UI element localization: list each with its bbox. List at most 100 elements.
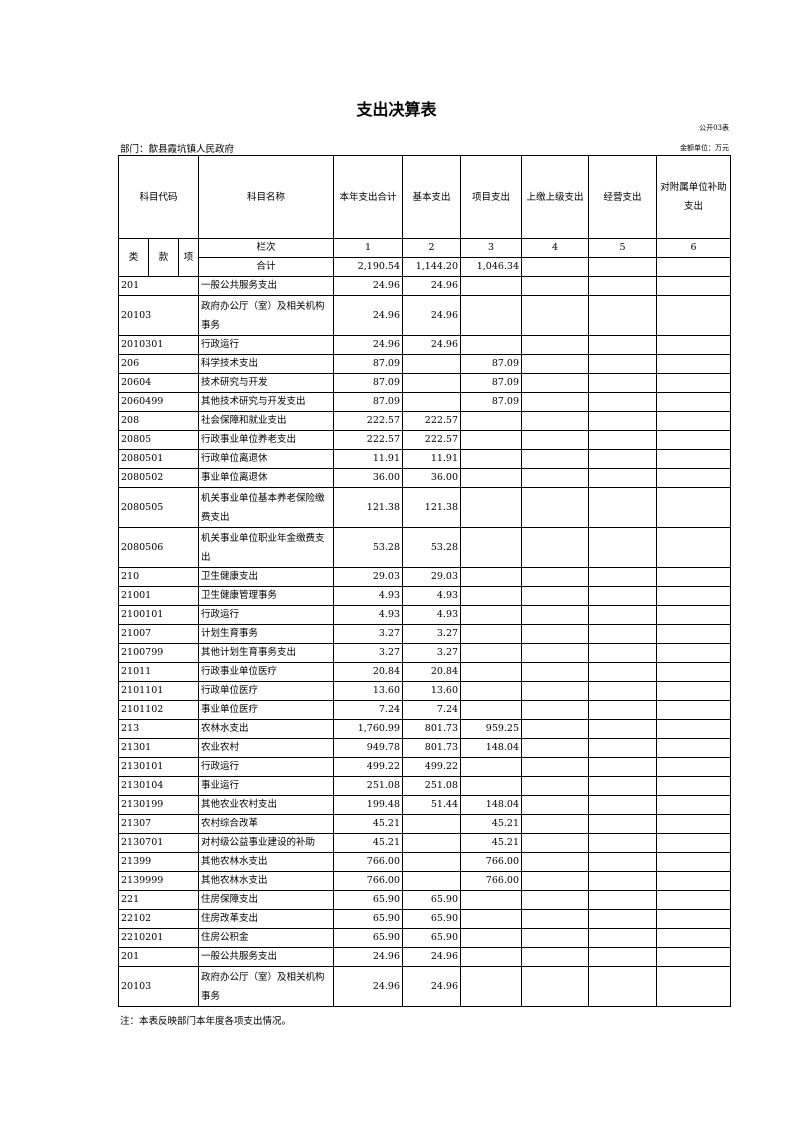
- cell-project: [460, 947, 523, 967]
- cell-total: 24.96: [333, 335, 404, 355]
- header-lei: 类: [118, 238, 149, 277]
- empty-cell: [588, 527, 658, 568]
- empty-cell: [588, 411, 658, 431]
- cell-name: 行政运行: [198, 605, 335, 625]
- header-subsidy: 对附属单位补助支出: [656, 155, 732, 239]
- empty-cell: [521, 719, 590, 739]
- empty-cell: [521, 335, 590, 355]
- cell-code: 206: [117, 354, 200, 374]
- cell-code: 2139999: [117, 871, 200, 891]
- table-row: 201 一般公共服务支出 24.96 24.96: [117, 947, 732, 967]
- cell-code: 21001: [117, 586, 200, 606]
- empty-cell: [588, 624, 658, 644]
- cell-name: 技术研究与开发: [198, 373, 335, 393]
- cell-name: 事业运行: [198, 776, 335, 796]
- empty-cell: [656, 966, 732, 1007]
- cell-project: [460, 966, 523, 1007]
- empty-cell: [656, 947, 732, 967]
- cell-total: 222.57: [333, 430, 404, 450]
- cell-code: 2210201: [117, 928, 200, 948]
- empty-cell: [521, 681, 590, 701]
- cell-basic: [402, 833, 462, 853]
- empty-cell: [656, 719, 732, 739]
- empty-cell: [588, 468, 658, 488]
- cell-basic: 4.93: [402, 586, 462, 606]
- cell-name: 卫生健康管理事务: [198, 586, 335, 606]
- total-basic: 1,144.20: [402, 257, 462, 277]
- empty-cell: [656, 795, 732, 815]
- cell-basic: 801.73: [402, 719, 462, 739]
- empty-cell: [588, 814, 658, 834]
- empty-cell: [588, 354, 658, 374]
- empty-cell: [656, 567, 732, 587]
- col-number: 1: [333, 238, 404, 258]
- empty-cell: [521, 295, 590, 336]
- cell-code: 2101102: [117, 700, 200, 720]
- cell-basic: 24.96: [402, 947, 462, 967]
- cell-project: 87.09: [460, 392, 523, 412]
- cell-basic: 24.96: [402, 335, 462, 355]
- cell-total: 87.09: [333, 392, 404, 412]
- col-number: 5: [588, 238, 658, 258]
- table-row: 2100799 其他计划生育事务支出 3.27 3.27: [117, 643, 732, 663]
- cell-basic: 65.90: [402, 890, 462, 910]
- empty-cell: [521, 662, 590, 682]
- cell-code: 21007: [117, 624, 200, 644]
- empty-cell: [521, 776, 590, 796]
- cell-code: 21399: [117, 852, 200, 872]
- cell-name: 政府办公厅（室）及相关机构事务: [198, 966, 335, 1007]
- cell-name: 机关事业单位基本养老保险缴费支出: [198, 487, 335, 528]
- cell-total: 251.08: [333, 776, 404, 796]
- cell-project: 148.04: [460, 738, 523, 758]
- empty-cell: [521, 795, 590, 815]
- cell-total: 766.00: [333, 852, 404, 872]
- empty-cell: [588, 567, 658, 587]
- cell-basic: [402, 354, 462, 374]
- empty-cell: [656, 335, 732, 355]
- empty-cell: [521, 276, 590, 296]
- table-row: 2080506 机关事业单位职业年金缴费支出 53.28 53.28: [117, 527, 732, 568]
- cell-total: 65.90: [333, 909, 404, 929]
- empty-cell: [521, 586, 590, 606]
- empty-cell: [521, 833, 590, 853]
- cell-total: 1,760.99: [333, 719, 404, 739]
- cell-name: 机关事业单位职业年金缴费支出: [198, 527, 335, 568]
- empty-cell: [656, 605, 732, 625]
- cell-name: 一般公共服务支出: [198, 947, 335, 967]
- cell-project: [460, 700, 523, 720]
- cell-code: 2080502: [117, 468, 200, 488]
- empty-cell: [656, 890, 732, 910]
- cell-code: 2130701: [117, 833, 200, 853]
- cell-project: [460, 776, 523, 796]
- table-row: 2101101 行政单位医疗 13.60 13.60: [117, 681, 732, 701]
- empty-cell: [588, 430, 658, 450]
- cell-total: 45.21: [333, 833, 404, 853]
- empty-cell: [656, 776, 732, 796]
- empty-cell: [588, 700, 658, 720]
- empty-cell: [588, 276, 658, 296]
- empty-cell: [521, 468, 590, 488]
- cell-total: 20.84: [333, 662, 404, 682]
- empty-cell: [588, 947, 658, 967]
- cell-total: 199.48: [333, 795, 404, 815]
- cell-basic: 251.08: [402, 776, 462, 796]
- cell-total: 65.90: [333, 928, 404, 948]
- cell-basic: 499.22: [402, 757, 462, 777]
- empty-cell: [521, 487, 590, 528]
- cell-code: 2080505: [117, 487, 200, 528]
- header-basic: 基本支出: [402, 155, 462, 239]
- cell-name: 社会保障和就业支出: [198, 411, 335, 431]
- cell-basic: 24.96: [402, 276, 462, 296]
- cell-project: [460, 624, 523, 644]
- cell-name: 行政运行: [198, 335, 335, 355]
- cell-code: 20604: [117, 373, 200, 393]
- table-row: 21301 农业农村 949.78 801.73 148.04: [117, 738, 732, 758]
- empty-cell: [656, 757, 732, 777]
- cell-total: 222.57: [333, 411, 404, 431]
- empty-cell: [521, 643, 590, 663]
- cell-code: 221: [117, 890, 200, 910]
- cell-code: 2060499: [117, 392, 200, 412]
- cell-name: 政府办公厅（室）及相关机构事务: [198, 295, 335, 336]
- cell-code: 2080506: [117, 527, 200, 568]
- cell-project: [460, 605, 523, 625]
